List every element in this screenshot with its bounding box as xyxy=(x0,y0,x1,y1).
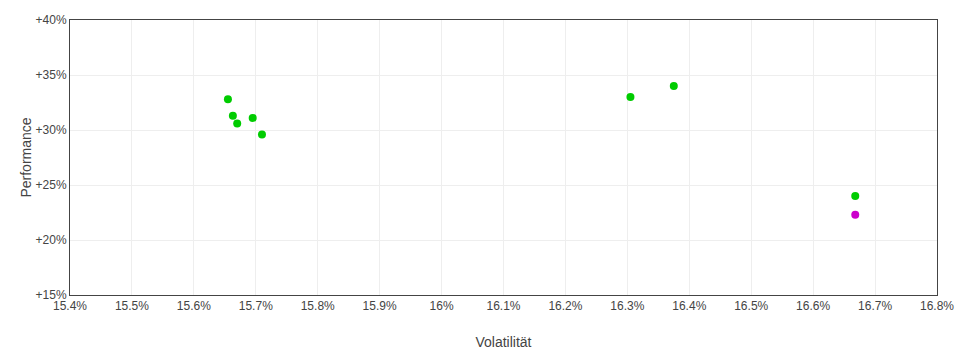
svg-text:16.1%: 16.1% xyxy=(486,299,520,313)
svg-text:16%: 16% xyxy=(430,299,454,313)
svg-text:+20%: +20% xyxy=(36,233,67,247)
svg-text:Performance: Performance xyxy=(18,117,34,197)
svg-text:15.7%: 15.7% xyxy=(239,299,273,313)
svg-text:15.9%: 15.9% xyxy=(363,299,397,313)
svg-text:15.4%: 15.4% xyxy=(53,299,87,313)
svg-text:+35%: +35% xyxy=(36,68,67,82)
svg-text:16.3%: 16.3% xyxy=(610,299,644,313)
svg-text:+40%: +40% xyxy=(36,13,67,27)
svg-text:15.6%: 15.6% xyxy=(177,299,211,313)
svg-text:16.7%: 16.7% xyxy=(858,299,892,313)
svg-text:+30%: +30% xyxy=(36,123,67,137)
svg-text:Volatilität: Volatilität xyxy=(475,334,531,350)
svg-text:+25%: +25% xyxy=(36,178,67,192)
svg-text:15.5%: 15.5% xyxy=(115,299,149,313)
svg-text:15.8%: 15.8% xyxy=(301,299,335,313)
svg-text:16.8%: 16.8% xyxy=(920,299,954,313)
svg-text:16.2%: 16.2% xyxy=(548,299,582,313)
svg-text:16.4%: 16.4% xyxy=(672,299,706,313)
svg-text:16.5%: 16.5% xyxy=(734,299,768,313)
svg-text:16.6%: 16.6% xyxy=(796,299,830,313)
svg-text:+15%: +15% xyxy=(36,288,67,302)
